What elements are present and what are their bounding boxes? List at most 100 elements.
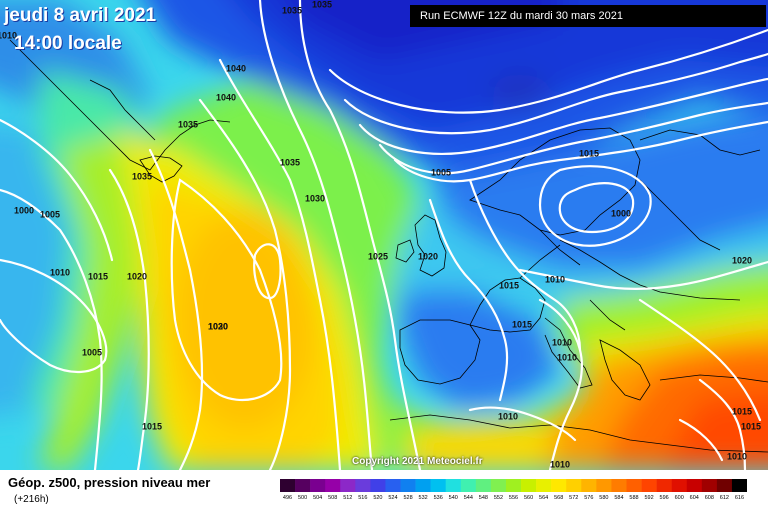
scale-tick: 588 bbox=[629, 495, 638, 501]
scale-tick: 616 bbox=[735, 495, 744, 501]
pressure-label: 1010 bbox=[557, 352, 577, 362]
scale-swatch bbox=[596, 479, 612, 492]
scale-tick: 600 bbox=[675, 495, 684, 501]
z500-color-scale: 496 500 504 508 512 516 520 524 528 532 536 540 544 5… bbox=[280, 479, 747, 501]
scale-swatch bbox=[656, 479, 672, 492]
scale-swatch bbox=[340, 479, 356, 492]
pressure-label: 1015 bbox=[732, 406, 752, 416]
scale-tick: 608 bbox=[705, 495, 714, 501]
scale-tick: 508 bbox=[328, 495, 337, 501]
weather-map: 1035 1035 1040 1040 1035 1035 1035 1030 … bbox=[0, 0, 768, 470]
scale-tick: 552 bbox=[494, 495, 503, 501]
pressure-label: 1005 bbox=[82, 347, 102, 357]
pressure-label: 1035 bbox=[282, 5, 302, 15]
pressure-label: 1030 bbox=[305, 193, 325, 203]
scale-tick: 504 bbox=[313, 495, 322, 501]
pressure-label: 1005 bbox=[40, 209, 60, 219]
scale-swatch bbox=[701, 479, 718, 492]
coastlines bbox=[9, 39, 768, 453]
model-run-label: Run ECMWF 12Z du mardi 30 mars 2021 bbox=[410, 5, 766, 27]
scale-swatch bbox=[430, 479, 447, 492]
scale-tick: 592 bbox=[644, 495, 653, 501]
scale-swatch bbox=[581, 479, 597, 492]
field-label: Géop. z500, pression niveau mer bbox=[8, 475, 211, 490]
pressure-label: 1035 bbox=[132, 171, 152, 181]
scale-tick: 548 bbox=[479, 495, 488, 501]
scale-tick: 576 bbox=[584, 495, 593, 501]
scale-tick: 596 bbox=[660, 495, 669, 501]
scale-swatch bbox=[325, 479, 341, 492]
forecast-date: jeudi 8 avril 2021 bbox=[4, 5, 157, 26]
pressure-label: 1015 bbox=[499, 280, 519, 290]
scale-swatch bbox=[295, 479, 311, 492]
scale-swatch bbox=[490, 479, 507, 492]
pressure-label: 1010 bbox=[498, 411, 518, 421]
lead-time: (+216h) bbox=[14, 494, 49, 505]
pressure-label: 1010 bbox=[550, 459, 570, 469]
scale-tick: 524 bbox=[388, 495, 397, 501]
isobars bbox=[0, 0, 768, 470]
scale-tick: 520 bbox=[373, 495, 382, 501]
scale-swatch bbox=[626, 479, 642, 492]
pressure-label: 1035 bbox=[280, 157, 300, 167]
pressure-label: 1020 bbox=[732, 255, 752, 265]
scale-tick: 580 bbox=[599, 495, 608, 501]
pressure-label: 1015 bbox=[579, 148, 599, 158]
pressure-label: 1015 bbox=[512, 319, 532, 329]
scale-tick: 604 bbox=[690, 495, 699, 501]
pressure-label: 1020 bbox=[418, 251, 438, 261]
scale-tick: 532 bbox=[419, 495, 428, 501]
scale-tick: 560 bbox=[524, 495, 533, 501]
pressure-label: 1015 bbox=[88, 271, 108, 281]
scale-swatch bbox=[566, 479, 582, 492]
scale-tick: 572 bbox=[569, 495, 578, 501]
scale-tick: 568 bbox=[554, 495, 563, 501]
scale-tick: 540 bbox=[449, 495, 458, 501]
scale-swatch bbox=[671, 479, 688, 492]
pressure-label: 1000 bbox=[611, 208, 631, 218]
scale-tick: 500 bbox=[298, 495, 307, 501]
pressure-label: 1040 bbox=[226, 63, 246, 73]
pressure-label: 1010 bbox=[545, 274, 565, 284]
pressure-labels: 1035 1035 1040 1040 1035 1035 1035 1030 … bbox=[0, 0, 761, 469]
scale-swatch bbox=[521, 479, 537, 492]
scale-swatch bbox=[400, 479, 416, 492]
pressure-label: 1035 bbox=[312, 0, 332, 9]
pressure-label: 1015 bbox=[142, 421, 162, 431]
scale-swatch bbox=[280, 479, 296, 492]
scale-swatch bbox=[536, 479, 552, 492]
pressure-label: 1010 bbox=[552, 337, 572, 347]
scale-swatch bbox=[505, 479, 522, 492]
pressure-label: 1010 bbox=[0, 30, 17, 40]
pressure-label: 1020 bbox=[127, 271, 147, 281]
scale-swatch bbox=[445, 479, 462, 492]
scale-tick: 496 bbox=[283, 495, 292, 501]
pressure-label: 1020 bbox=[208, 321, 228, 331]
scale-tick: 564 bbox=[539, 495, 548, 501]
copyright: Copyright 2021 Meteociel.fr bbox=[352, 456, 483, 467]
scale-tick: 612 bbox=[720, 495, 729, 501]
scale-tick: 512 bbox=[343, 495, 352, 501]
scale-swatch bbox=[716, 479, 733, 492]
scale-swatch bbox=[641, 479, 657, 492]
scale-swatch bbox=[310, 479, 326, 492]
pressure-label: 1025 bbox=[368, 251, 388, 261]
scale-tick: 544 bbox=[464, 495, 473, 501]
scale-swatch bbox=[731, 479, 747, 492]
scale-tick: 528 bbox=[403, 495, 412, 501]
scale-tick: 584 bbox=[614, 495, 623, 501]
scale-swatch bbox=[385, 479, 401, 492]
scale-swatch bbox=[355, 479, 371, 492]
pressure-label: 1010 bbox=[50, 267, 70, 277]
forecast-time: 14:00 locale bbox=[14, 33, 122, 54]
scale-swatch bbox=[370, 479, 386, 492]
scale-swatch bbox=[686, 479, 703, 492]
scale-swatch bbox=[611, 479, 627, 492]
scale-tick: 536 bbox=[434, 495, 443, 501]
pressure-label: 1030 bbox=[208, 321, 228, 331]
scale-tick: 556 bbox=[509, 495, 518, 501]
pressure-label: 1010 bbox=[727, 451, 747, 461]
scale-swatch bbox=[460, 479, 477, 492]
pressure-label: 1000 bbox=[14, 205, 34, 215]
